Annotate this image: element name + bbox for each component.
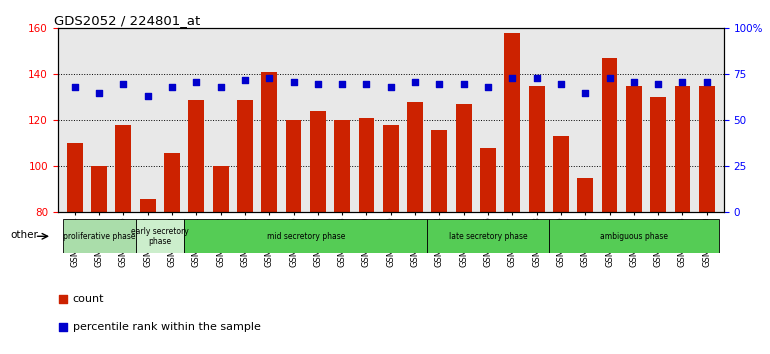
Bar bbox=[456, 104, 471, 212]
Bar bbox=[91, 166, 107, 212]
Point bbox=[166, 84, 178, 90]
Point bbox=[385, 84, 397, 90]
Point bbox=[57, 296, 69, 302]
Bar bbox=[140, 199, 156, 212]
Point bbox=[360, 81, 373, 86]
Point bbox=[287, 79, 300, 85]
Point bbox=[312, 81, 324, 86]
Bar bbox=[189, 100, 204, 212]
Point bbox=[701, 79, 713, 85]
Bar bbox=[116, 125, 131, 212]
Point bbox=[117, 81, 129, 86]
Text: ambiguous phase: ambiguous phase bbox=[600, 232, 668, 241]
Bar bbox=[67, 143, 82, 212]
Bar bbox=[675, 86, 691, 212]
Point bbox=[93, 90, 105, 96]
Bar bbox=[136, 219, 184, 253]
Bar bbox=[359, 118, 374, 212]
Point bbox=[190, 79, 203, 85]
Bar bbox=[626, 86, 641, 212]
Text: percentile rank within the sample: percentile rank within the sample bbox=[72, 322, 260, 332]
Bar bbox=[699, 86, 715, 212]
Bar bbox=[261, 72, 277, 212]
Bar bbox=[237, 100, 253, 212]
Point bbox=[69, 84, 81, 90]
Point bbox=[531, 75, 543, 81]
Bar bbox=[549, 219, 719, 253]
Point bbox=[434, 81, 446, 86]
Text: early secretory
phase: early secretory phase bbox=[131, 227, 189, 246]
Point bbox=[57, 325, 69, 330]
Bar bbox=[310, 111, 326, 212]
Point bbox=[457, 81, 470, 86]
Point bbox=[628, 79, 640, 85]
Bar bbox=[651, 97, 666, 212]
Bar bbox=[529, 86, 544, 212]
Point bbox=[409, 79, 421, 85]
Point bbox=[142, 93, 154, 99]
Bar bbox=[431, 130, 447, 212]
Text: other: other bbox=[11, 230, 38, 240]
Text: late secretory phase: late secretory phase bbox=[449, 232, 527, 241]
Point bbox=[554, 81, 567, 86]
Point bbox=[652, 81, 665, 86]
Point bbox=[676, 79, 688, 85]
Text: count: count bbox=[72, 294, 104, 304]
Bar bbox=[334, 120, 350, 212]
Bar bbox=[62, 219, 136, 253]
Text: proliferative phase: proliferative phase bbox=[63, 232, 136, 241]
Bar bbox=[553, 136, 569, 212]
Bar bbox=[286, 120, 301, 212]
Text: mid secretory phase: mid secretory phase bbox=[266, 232, 345, 241]
Point bbox=[239, 77, 251, 83]
Point bbox=[336, 81, 348, 86]
Bar bbox=[213, 166, 229, 212]
Bar bbox=[383, 125, 399, 212]
Point bbox=[215, 84, 227, 90]
Bar bbox=[480, 148, 496, 212]
Point bbox=[482, 84, 494, 90]
Point bbox=[506, 75, 518, 81]
Bar bbox=[427, 219, 549, 253]
Point bbox=[604, 75, 616, 81]
Bar bbox=[601, 58, 618, 212]
Point bbox=[263, 75, 276, 81]
Bar bbox=[164, 153, 180, 212]
Bar bbox=[407, 102, 423, 212]
Text: GDS2052 / 224801_at: GDS2052 / 224801_at bbox=[55, 14, 201, 27]
Bar bbox=[184, 219, 427, 253]
Bar bbox=[504, 33, 521, 212]
Bar bbox=[578, 178, 593, 212]
Point bbox=[579, 90, 591, 96]
